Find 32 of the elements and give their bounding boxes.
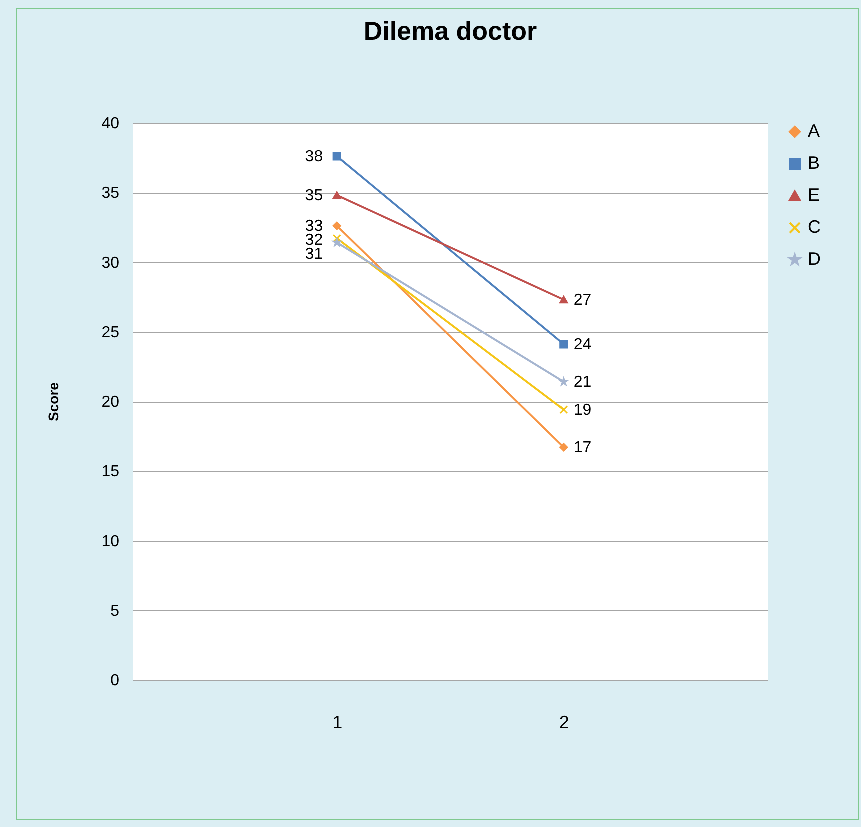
data-label: 31 <box>305 246 324 264</box>
y-tick-label: 35 <box>102 185 120 202</box>
y-tick-label: 30 <box>102 254 120 272</box>
y-tick-label: 20 <box>102 394 120 411</box>
chart-title: Dilema doctor <box>364 16 538 46</box>
legend-label: B <box>808 153 820 173</box>
data-label: 17 <box>574 439 592 456</box>
point <box>332 222 342 230</box>
y-tick-label: 5 <box>110 602 120 620</box>
data-label: 19 <box>574 402 592 419</box>
data-label: 27 <box>574 292 592 309</box>
point <box>332 152 342 161</box>
legend-label: C <box>808 217 821 237</box>
y-tick-label: 15 <box>102 464 120 481</box>
data-label: 38 <box>305 148 324 166</box>
y-tick-label: 40 <box>102 116 120 132</box>
data-label: 24 <box>574 336 592 354</box>
y-tick-label: 25 <box>102 324 120 342</box>
legend-label: A <box>808 121 820 141</box>
point <box>332 234 342 243</box>
legend-label: D <box>808 249 821 269</box>
data-label: 21 <box>574 374 592 392</box>
point <box>560 340 568 349</box>
y-tick-label: 10 <box>102 533 120 550</box>
x-tick-label: 1 <box>332 712 343 732</box>
data-label: 35 <box>305 187 324 204</box>
x-tick-label: 2 <box>559 712 570 732</box>
legend-label: E <box>808 185 820 205</box>
y-tick-label: 0 <box>110 672 120 690</box>
y-axis-title: Score <box>46 382 62 422</box>
point <box>560 443 568 452</box>
point <box>560 406 568 414</box>
